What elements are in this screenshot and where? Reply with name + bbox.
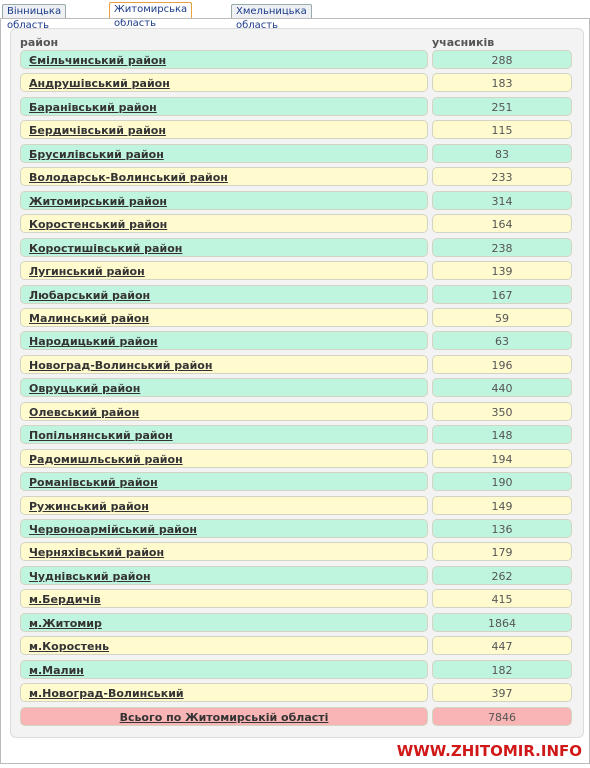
- district-link[interactable]: Чуднівський район: [20, 565, 428, 585]
- district-link[interactable]: Житомирський район: [20, 190, 428, 210]
- district-link[interactable]: Володарськ-Волинський район: [20, 167, 428, 187]
- header: район: [20, 36, 59, 49]
- district-link[interactable]: Романівський район: [20, 472, 428, 492]
- district-link[interactable]: Андрушівський район: [20, 73, 428, 93]
- participants: 415: [432, 589, 572, 609]
- watermark: WWW.ZHITOMIR.INFO: [396, 742, 582, 760]
- participants: 148: [432, 425, 572, 445]
- district-link[interactable]: Ружинський район: [20, 495, 428, 515]
- participants: 149: [432, 495, 572, 515]
- district-link[interactable]: м.Бердичів: [20, 589, 428, 609]
- tab[interactable]: Хмельницька область: [231, 4, 312, 31]
- district-link[interactable]: Лугинський район: [20, 261, 428, 281]
- header: учасників: [432, 36, 495, 49]
- total-value: 7846: [432, 706, 572, 726]
- participants: 190: [432, 472, 572, 492]
- participants: 115: [432, 120, 572, 140]
- participants: 350: [432, 401, 572, 421]
- district-link[interactable]: Червоноармійський район: [20, 519, 428, 538]
- participants: 63: [432, 331, 572, 351]
- participants: 194: [432, 448, 572, 468]
- total-link[interactable]: Всього по Житомирській області: [20, 706, 428, 726]
- participants: 139: [432, 261, 572, 281]
- district-link[interactable]: м.Коростень: [20, 636, 428, 656]
- district-link[interactable]: Любарський район: [20, 284, 428, 304]
- participants: 251: [432, 96, 572, 116]
- district-link[interactable]: Попільнянський район: [20, 425, 428, 445]
- participants: 238: [432, 237, 572, 257]
- district-link[interactable]: Народицький район: [20, 331, 428, 351]
- participants: 136: [432, 519, 572, 538]
- participants: 447: [432, 636, 572, 656]
- district-link[interactable]: Овруцький район: [20, 378, 428, 398]
- participants: 183: [432, 73, 572, 93]
- participants: 83: [432, 143, 572, 163]
- district-link[interactable]: Радомишльський район: [20, 448, 428, 468]
- district-link[interactable]: Ємільчинський район: [20, 50, 428, 69]
- district-link[interactable]: Новоград-Волинський район: [20, 354, 428, 374]
- participants: 314: [432, 190, 572, 210]
- participants: 262: [432, 565, 572, 585]
- district-link[interactable]: Коростенський район: [20, 214, 428, 234]
- district-link[interactable]: м.Житомир: [20, 612, 428, 632]
- participants: 397: [432, 683, 572, 703]
- district-link[interactable]: Брусилівський район: [20, 143, 428, 163]
- tab-active[interactable]: Житомирська область: [109, 2, 193, 29]
- participants: 440: [432, 378, 572, 398]
- participants: 182: [432, 659, 572, 679]
- district-link[interactable]: Олевський район: [20, 401, 428, 421]
- district-link[interactable]: Черняхівський район: [20, 542, 428, 562]
- participants: 233: [432, 167, 572, 187]
- participants: 196: [432, 354, 572, 374]
- tab[interactable]: Вінницька область: [2, 4, 67, 31]
- participants: 59: [432, 307, 572, 327]
- district-link[interactable]: Малинський район: [20, 307, 428, 327]
- participants: 1864: [432, 612, 572, 632]
- participants: 164: [432, 214, 572, 234]
- participants: 167: [432, 284, 572, 304]
- district-link[interactable]: м.Малин: [20, 659, 428, 679]
- district-link[interactable]: Баранівський район: [20, 96, 428, 116]
- participants: 288: [432, 50, 572, 69]
- district-link[interactable]: Коростишівський район: [20, 237, 428, 257]
- district-link[interactable]: м.Новоград-Волинський: [20, 683, 428, 703]
- participants: 179: [432, 542, 572, 562]
- district-link[interactable]: Бердичівський район: [20, 120, 428, 140]
